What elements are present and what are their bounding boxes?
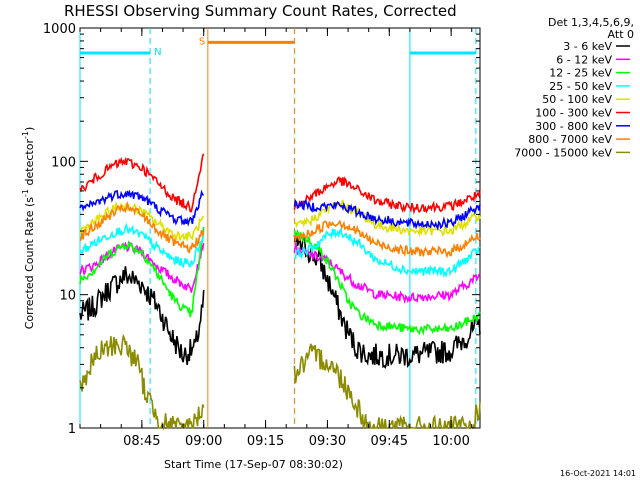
series-8 xyxy=(79,333,481,431)
series-line-5-seg1 xyxy=(79,153,205,213)
series-line-8-seg2 xyxy=(293,343,481,429)
series-line-2-seg2 xyxy=(293,229,481,336)
series-line-3-seg2 xyxy=(294,227,481,279)
x-tick-label-09:00: 09:00 xyxy=(185,434,222,449)
series-line-4-seg1 xyxy=(79,200,205,243)
series-line-8-seg1 xyxy=(79,333,205,431)
y-tick-label-1000: 1000 xyxy=(43,22,76,37)
series-5 xyxy=(79,153,481,215)
series-0 xyxy=(79,232,481,370)
flag-label-n-0: N xyxy=(154,47,161,58)
flag-label-s-2: S xyxy=(199,36,205,47)
y-axis-label: Corrected Count Rate (s-1 detector-1) xyxy=(21,127,36,330)
series-line-3-seg1 xyxy=(79,222,205,269)
legend-label-5: 100 - 300 keV xyxy=(535,107,612,120)
y-tick-label-100: 100 xyxy=(51,155,76,170)
series-7 xyxy=(79,200,481,259)
legend-label-2: 12 - 25 keV xyxy=(549,67,612,80)
legend-label-4: 50 - 100 keV xyxy=(542,93,612,106)
x-axis-label: Start Time (17-Sep-07 08:30:02) xyxy=(164,458,343,471)
series-line-7-seg1 xyxy=(79,200,205,254)
series-line-0-seg2 xyxy=(293,232,481,370)
chart-title: RHESSI Observing Summary Count Rates, Co… xyxy=(64,2,457,20)
series-line-6-seg2 xyxy=(293,199,481,231)
series-line-5-seg2 xyxy=(293,175,481,215)
x-tick-label-09:15: 09:15 xyxy=(247,434,284,449)
series-line-1-seg1 xyxy=(79,240,205,293)
legend-attenuator: Att 0 xyxy=(608,28,634,41)
series-6 xyxy=(79,189,481,231)
series-line-0-seg1 xyxy=(79,266,205,365)
legend-label-1: 6 - 12 keV xyxy=(556,53,612,66)
x-tick-label-08:45: 08:45 xyxy=(123,434,160,449)
y-tick-label-10: 10 xyxy=(59,289,76,304)
y-tick-label-1: 1 xyxy=(68,422,76,437)
legend-label-0: 3 - 6 keV xyxy=(563,40,612,53)
legend-label-3: 25 - 50 keV xyxy=(549,80,612,93)
series-2 xyxy=(79,226,481,336)
series-line-4-seg2 xyxy=(293,199,481,238)
x-tick-label-10:00: 10:00 xyxy=(432,434,469,449)
x-tick-label-09:30: 09:30 xyxy=(309,434,346,449)
series-4 xyxy=(79,199,481,243)
legend-label-6: 300 - 800 keV xyxy=(535,120,612,133)
series-line-2-seg1 xyxy=(79,226,205,318)
legend-label-7: 800 - 7000 keV xyxy=(528,133,612,146)
series-line-7-seg2 xyxy=(293,219,481,259)
legend-label-8: 7000 - 15000 keV xyxy=(514,146,612,159)
series-3 xyxy=(79,222,481,279)
series-line-6-seg1 xyxy=(79,189,204,227)
legend-detectors: Det 1,3,4,5,6,9, xyxy=(548,16,634,29)
footer-timestamp: 16-Oct-2021 14:01 xyxy=(560,469,636,478)
x-tick-label-09:45: 09:45 xyxy=(371,434,408,449)
